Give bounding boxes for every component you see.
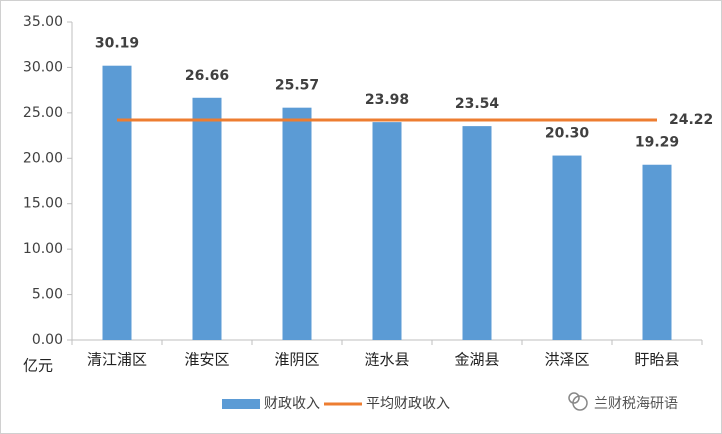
y-tick-label: 10.00 (23, 241, 63, 257)
legend-label: 财政收入 (264, 396, 320, 412)
value-label: 26.66 (185, 68, 229, 84)
x-tick-label: 涟水县 (364, 351, 409, 369)
bar (282, 107, 312, 340)
y-tick-label: 15.00 (23, 196, 63, 212)
bar (102, 65, 132, 341)
value-label: 20.30 (545, 126, 590, 142)
line-end-label: 24.22 (669, 112, 713, 128)
bar (552, 155, 582, 340)
bar (372, 122, 402, 340)
watermark: 兰财税海研语 (594, 396, 678, 412)
watermark-icon (568, 392, 588, 411)
x-tick-label: 金湖县 (454, 351, 499, 369)
y-tick-label: 5.00 (32, 287, 63, 303)
x-tick-label: 洪泽区 (544, 351, 589, 369)
x-tick-label: 盱眙县 (634, 351, 679, 369)
y-unit: 亿元 (23, 357, 53, 375)
value-label: 25.57 (275, 78, 319, 94)
value-label: 23.98 (365, 92, 409, 108)
bar (462, 126, 492, 340)
legend-swatch (222, 399, 260, 409)
value-label: 23.54 (455, 96, 500, 112)
y-tick-label: 25.00 (23, 105, 63, 121)
y-tick-label: 30.00 (23, 59, 63, 75)
x-tick-label: 淮安区 (184, 351, 229, 369)
y-tick-label: 35.00 (23, 14, 63, 30)
value-label: 30.19 (95, 36, 139, 52)
x-tick-label: 淮阴区 (274, 351, 319, 369)
legend-label: 平均财政收入 (366, 396, 450, 412)
bar (642, 164, 672, 340)
x-tick-label: 清江浦区 (87, 351, 147, 369)
y-tick-label: 20.00 (23, 150, 63, 166)
y-tick-label: 0.00 (32, 332, 63, 348)
bar (192, 97, 222, 340)
value-label: 19.29 (635, 135, 679, 151)
